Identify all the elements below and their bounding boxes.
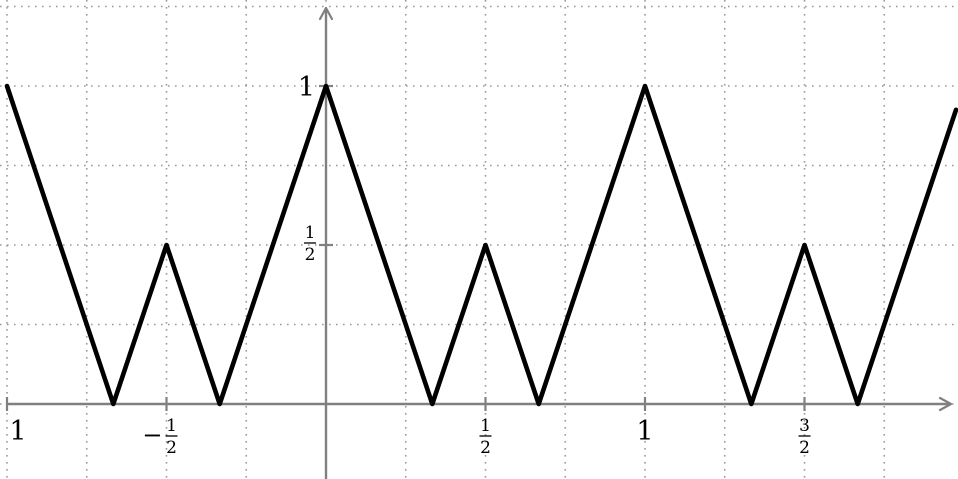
x-tick-label-4-numerator: 3	[799, 416, 810, 436]
series-line-0	[4, 83, 958, 407]
y-tick-label-1: 12	[304, 223, 316, 265]
x-tick-label-2: 12	[479, 416, 492, 458]
y-axis-arrow	[318, 6, 334, 21]
x-tick-label-2-denominator: 2	[480, 438, 491, 458]
y-tick-label-1-denominator: 2	[305, 245, 316, 265]
x-axis-arrow	[938, 396, 953, 412]
x-tick-label-1-denominator: 2	[166, 438, 177, 458]
x-tick-label-4: 32	[798, 416, 811, 458]
axes	[5, 6, 953, 479]
x-tick-label-3: 1	[636, 416, 653, 447]
curve-layer	[4, 83, 958, 407]
x-tick-label-2-numerator: 1	[480, 416, 491, 436]
x-tick-label-0: 1	[9, 416, 26, 447]
y-tick-label-1-numerator: 1	[305, 223, 316, 243]
x-tick-label-1-sign: −	[142, 421, 162, 449]
x-tick-label-1: 12	[165, 416, 178, 458]
y-tick-label-0: 1	[298, 72, 315, 103]
x-tick-label-1-numerator: 1	[166, 416, 177, 436]
x-tick-label-4-denominator: 2	[799, 438, 810, 458]
